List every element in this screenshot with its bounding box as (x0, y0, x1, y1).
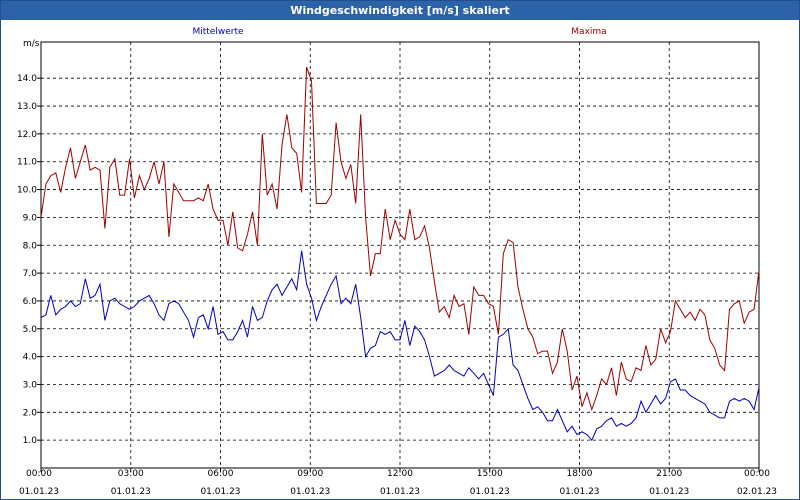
x-tick-date: 01.01.23 (470, 487, 510, 497)
y-tick-label: 5.0 (23, 325, 38, 335)
x-tick-time: 15:00 (477, 469, 503, 479)
x-tick-time: 06:00 (208, 469, 234, 479)
chart: 1.0 2.0 3.0 4.0 5.0 6.0 7.0 8.0 9.0 10.0 11.0 12.0 1… (1, 20, 799, 499)
x-tick-date: 01.01.23 (559, 487, 599, 497)
x-tick-time: 03:00 (118, 469, 144, 479)
x-tick-date: 01.01.23 (290, 487, 330, 497)
x-tick-time: 00:00 (26, 469, 52, 479)
y-tick-label: 6.0 (23, 297, 38, 307)
x-tick-time: 12:00 (387, 469, 413, 479)
window-title: Windgeschwindigkeit [m/s] skaliert (1, 1, 799, 20)
x-tick-date: 01.01.23 (111, 487, 151, 497)
x-tick-date: 01.01.23 (380, 487, 420, 497)
y-tick-label: 4.0 (23, 353, 38, 363)
y-tick-label: 7.0 (23, 269, 38, 279)
y-axis-label: m/s (23, 39, 40, 49)
x-tick-date: 01.01.23 (649, 487, 689, 497)
y-tick-label: 2.0 (23, 408, 38, 418)
legend-mittelwerte: Mittelwerte (192, 27, 243, 37)
x-tick-date: 01.01.23 (19, 487, 59, 497)
x-tick-time: 18:00 (567, 469, 593, 479)
y-tick-label: 12.0 (17, 130, 37, 140)
y-tick-label: 14.0 (17, 74, 37, 84)
y-tick-label: 11.0 (17, 158, 37, 168)
y-tick-label: 3.0 (23, 380, 38, 390)
x-tick-date: 01.01.23 (200, 487, 240, 497)
x-tick-time: 21:00 (656, 469, 682, 479)
x-axis-ticks: 00:00 01.01.23 03:00 01.01.23 06:00 01.01.23 0… (19, 468, 777, 497)
y-tick-label: 9.0 (23, 213, 38, 223)
y-tick-label: 8.0 (23, 241, 38, 251)
legend-maxima: Maxima (571, 27, 606, 37)
y-tick-label: 10.0 (17, 186, 37, 196)
x-tick-time: 09:00 (297, 469, 323, 479)
x-tick-date: 02.01.23 (737, 487, 777, 497)
y-tick-label: 1.0 (23, 436, 38, 446)
y-tick-label: 13.0 (17, 102, 37, 112)
x-tick-time: 00:00 (744, 469, 770, 479)
y-axis-ticks: 1.0 2.0 3.0 4.0 5.0 6.0 7.0 8.0 9.0 10.0 11.0 12.0 1… (17, 74, 41, 446)
